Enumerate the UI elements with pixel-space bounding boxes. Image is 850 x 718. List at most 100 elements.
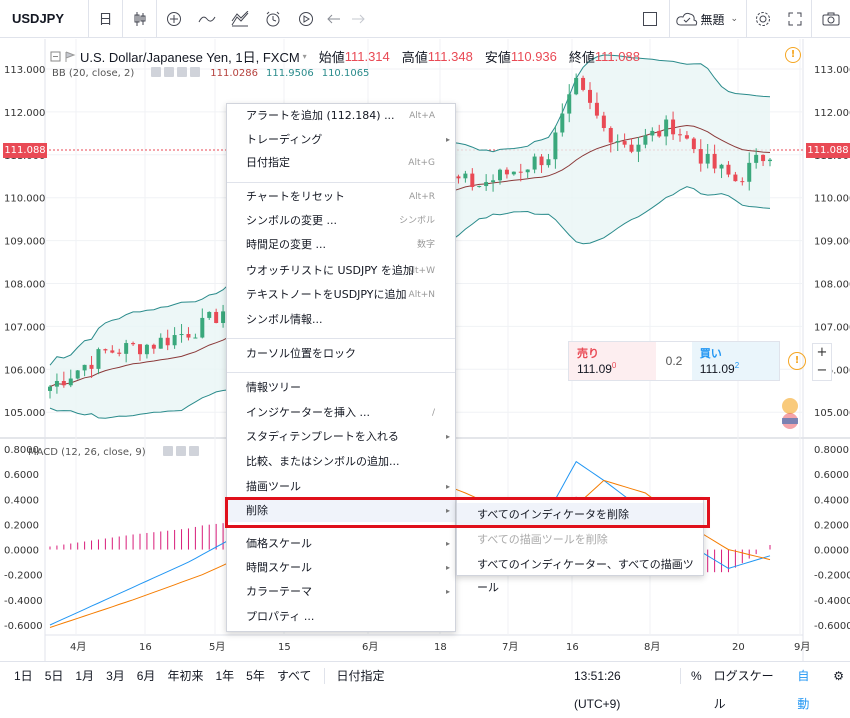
replay-icon[interactable] [289, 0, 322, 38]
candle [124, 343, 129, 354]
legend-menu-icon[interactable]: ▾ [302, 52, 307, 61]
menu-item[interactable]: 削除 ▸ [227, 500, 455, 522]
price-tick-left: 109.000 [4, 237, 45, 248]
menu-item[interactable]: 比較、またはシンボルの追加... [227, 451, 455, 473]
plus-icon[interactable] [188, 446, 199, 456]
menu-shortcut: Alt+G [408, 158, 435, 168]
flag-icon[interactable] [777, 396, 803, 430]
alert-clock-icon[interactable] [256, 0, 289, 38]
candle [491, 180, 496, 183]
menu-item[interactable]: 情報ツリー [227, 377, 455, 399]
gear-icon[interactable] [747, 0, 779, 38]
menu-item[interactable]: アラートを追加 (112.184) ... Alt+A [227, 105, 455, 127]
submenu-arrow-icon: ▸ [445, 539, 450, 548]
log-scale-toggle[interactable]: ログスケール [713, 668, 774, 711]
bb-middle-value: 111.0286 [210, 68, 258, 79]
cloud-save-icon[interactable] [674, 0, 700, 38]
menu-item[interactable]: プロパティ ... [227, 606, 455, 628]
menu-item[interactable]: カーソル位置をロック [227, 343, 455, 365]
submenu-item[interactable]: すべてのインディケータを削除 [457, 503, 703, 526]
menu-item[interactable]: スタディテンプレートを入れる ▸ [227, 426, 455, 448]
candle [131, 343, 136, 345]
submenu-item[interactable]: すべてのインディケーター、すべての描画ツール [477, 558, 694, 594]
macd-tick-left: -0.6000 [4, 621, 43, 632]
range-button[interactable]: 1日 [14, 668, 33, 683]
price-tick-right: 110.000 [814, 194, 850, 205]
menu-item[interactable]: カラーテーマ ▸ [227, 581, 455, 603]
menu-item-label: 情報ツリー [246, 381, 301, 394]
current-price-right-tag: 111.088 [806, 143, 850, 158]
menu-item[interactable]: チャートをリセット Alt+R [227, 186, 455, 208]
trade-warning-icon[interactable]: ! [788, 352, 806, 370]
time-tick: 5月 [209, 641, 225, 653]
zoom-out-button[interactable]: − [816, 363, 828, 378]
camera-icon[interactable] [812, 0, 850, 38]
redo-icon[interactable] [346, 0, 370, 38]
menu-item[interactable]: 時間スケール ▸ [227, 557, 455, 579]
candle [82, 364, 87, 371]
warning-icon[interactable]: ! [785, 47, 801, 63]
macd-tick-left: 0.2000 [4, 520, 39, 531]
menu-item[interactable]: シンボル情報... [227, 309, 455, 331]
goto-date-button[interactable]: 日付指定 [336, 668, 385, 683]
range-button[interactable]: 1月 [75, 668, 95, 683]
plus-icon[interactable] [177, 67, 188, 77]
candles-icon[interactable] [123, 0, 156, 38]
range-button[interactable]: 1年 [215, 668, 235, 683]
macd-tick-left: 0.0000 [4, 546, 39, 557]
close-icon[interactable] [190, 67, 201, 77]
range-button[interactable]: 3月 [106, 668, 125, 683]
menu-item[interactable]: インジケーターを挿入 ... / [227, 402, 455, 424]
symbol-legend[interactable]: U.S. Dollar/Japanese Yen, 1日, FXCM ▾ 始値 1… [50, 47, 640, 66]
candle [594, 102, 599, 116]
auto-scale-toggle[interactable]: 自動 [797, 668, 810, 711]
candle [678, 134, 682, 136]
gear-icon[interactable]: ⚙ [833, 668, 845, 683]
buy-button[interactable]: 買い 111.092 [691, 342, 779, 380]
layout-name[interactable]: 無題 [700, 12, 725, 27]
menu-item[interactable]: 日付指定 Alt+G [227, 152, 455, 174]
range-button[interactable]: 5年 [246, 668, 265, 683]
compare-plus-icon[interactable] [157, 0, 190, 38]
range-button[interactable]: 年初来 [167, 668, 204, 683]
price-tick-right: 108.000 [814, 280, 850, 291]
expand-icon[interactable] [779, 0, 811, 38]
candle [221, 311, 226, 323]
settings-icon[interactable] [164, 67, 175, 77]
range-button[interactable]: 6月 [136, 668, 156, 683]
menu-item[interactable]: 描画ツール ▸ [227, 476, 455, 498]
interval-button[interactable]: 日 [98, 11, 113, 28]
chevron-down-icon[interactable]: ⌄ [730, 14, 738, 24]
percent-toggle[interactable]: % [690, 668, 702, 683]
macd-legend[interactable]: MACD (12, 26, close, 9) [28, 446, 199, 459]
spread-value: 0.2 [665, 354, 683, 368]
eye-icon[interactable] [151, 67, 162, 77]
zoom-in-button[interactable]: + [816, 345, 828, 360]
fullscreen-layout-icon[interactable] [635, 0, 665, 38]
clock-timezone[interactable]: 13:51:26 (UTC+9) [574, 668, 621, 711]
collapse-legend-icon[interactable] [50, 51, 80, 63]
submenu-arrow-icon: ▸ [445, 135, 450, 144]
menu-item[interactable]: テキストノートをUSDJPYに追加 Alt+N [227, 284, 455, 306]
time-tick: 4月 [70, 641, 86, 653]
bb-legend[interactable]: BB (20, close, 2) 111.0286 111.9506 110.… [52, 67, 369, 80]
menu-item[interactable]: 時間足の変更 ... 数字 [227, 234, 455, 256]
sell-button[interactable]: 売り 111.090 [569, 342, 657, 380]
menu-item[interactable]: シンボルの変更 ... シンボル [227, 210, 455, 232]
menu-item[interactable]: 価格スケール ▸ [227, 533, 455, 555]
templates-icon[interactable] [223, 0, 256, 38]
eye-icon[interactable] [162, 446, 173, 456]
range-button[interactable]: 5日 [44, 668, 64, 683]
macd-tick-right: 0.2000 [814, 520, 849, 531]
undo-icon[interactable] [322, 0, 346, 38]
price-tick-left: 105.000 [4, 408, 45, 419]
range-button[interactable]: すべて [276, 668, 312, 683]
settings-icon[interactable] [175, 446, 186, 456]
candle [48, 386, 52, 391]
symbol-search-button[interactable]: USDJPY [0, 0, 89, 38]
legend-title: U.S. Dollar/Japanese Yen, 1日, FXCM [80, 50, 300, 65]
indicators-icon[interactable] [190, 0, 223, 38]
menu-item[interactable]: ウオッチリストに USDJPY を追加 Alt+W [227, 260, 455, 282]
menu-item[interactable]: トレーディング ▸ [227, 129, 455, 151]
delete-submenu: すべてのインディケータを削除 すべての描画ツールを削除 すべてのインディケーター、す… [456, 498, 704, 594]
